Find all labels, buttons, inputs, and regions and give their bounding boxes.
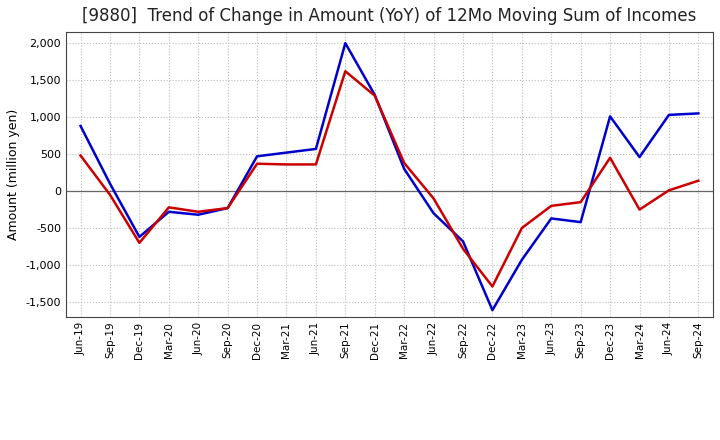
Ordinary Income	[341, 40, 350, 46]
Ordinary Income	[400, 166, 408, 172]
Net Income	[547, 203, 556, 209]
Ordinary Income	[547, 216, 556, 221]
Line: Ordinary Income: Ordinary Income	[81, 43, 698, 310]
Net Income	[576, 199, 585, 205]
Net Income	[253, 161, 261, 166]
Net Income	[370, 93, 379, 98]
Ordinary Income	[488, 308, 497, 313]
Net Income	[635, 207, 644, 212]
Net Income	[135, 240, 144, 246]
Ordinary Income	[164, 209, 173, 214]
Ordinary Income	[576, 220, 585, 225]
Ordinary Income	[370, 92, 379, 98]
Net Income	[76, 153, 85, 158]
Ordinary Income	[223, 205, 232, 211]
Net Income	[223, 205, 232, 211]
Net Income	[400, 160, 408, 165]
Net Income	[665, 188, 673, 193]
Ordinary Income	[606, 114, 614, 119]
Net Income	[606, 155, 614, 161]
Ordinary Income	[312, 146, 320, 151]
Net Income	[312, 162, 320, 167]
Ordinary Income	[429, 211, 438, 216]
Ordinary Income	[76, 123, 85, 128]
Ordinary Income	[459, 239, 467, 244]
Net Income	[694, 178, 703, 183]
Ordinary Income	[518, 257, 526, 263]
Net Income	[282, 162, 291, 167]
Net Income	[164, 205, 173, 210]
Net Income	[488, 284, 497, 289]
Net Income	[341, 69, 350, 74]
Ordinary Income	[135, 234, 144, 239]
Title: [9880]  Trend of Change in Amount (YoY) of 12Mo Moving Sum of Incomes: [9880] Trend of Change in Amount (YoY) o…	[82, 7, 697, 25]
Y-axis label: Amount (million yen): Amount (million yen)	[7, 109, 20, 240]
Ordinary Income	[635, 154, 644, 160]
Ordinary Income	[694, 111, 703, 116]
Line: Net Income: Net Income	[81, 71, 698, 286]
Ordinary Income	[194, 212, 202, 217]
Net Income	[106, 192, 114, 198]
Ordinary Income	[253, 154, 261, 159]
Ordinary Income	[106, 181, 114, 186]
Net Income	[518, 225, 526, 231]
Net Income	[194, 209, 202, 214]
Ordinary Income	[665, 112, 673, 117]
Ordinary Income	[282, 150, 291, 155]
Net Income	[429, 196, 438, 201]
Net Income	[459, 246, 467, 251]
